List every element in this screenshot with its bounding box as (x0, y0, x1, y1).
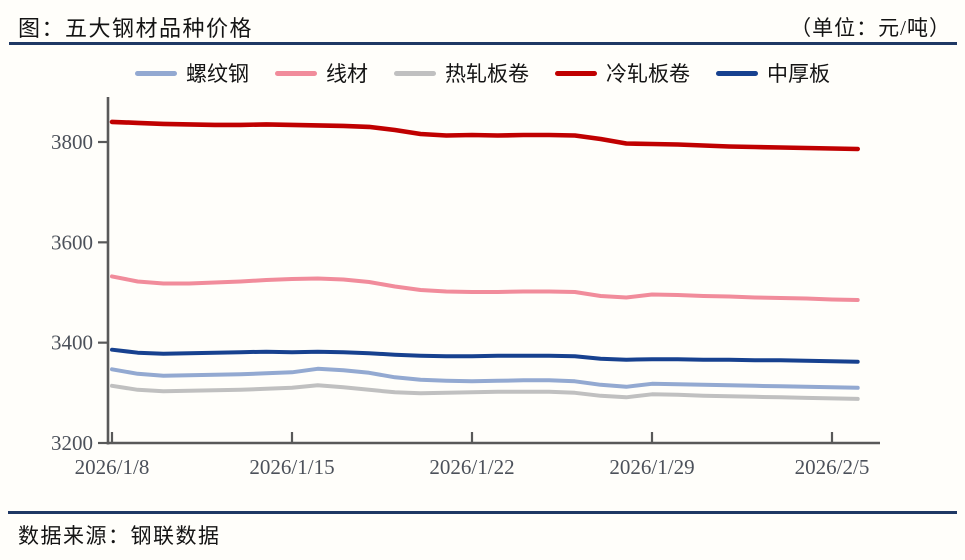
legend-swatch (275, 70, 317, 76)
legend-item-4: 中厚板 (716, 58, 830, 88)
legend-label: 热轧板卷 (445, 62, 529, 86)
legend-swatch (716, 70, 758, 76)
x-tick-label: 2026/1/29 (609, 455, 694, 479)
unit-label: （单位：元/吨） (790, 16, 951, 40)
y-tick-label: 3800 (51, 130, 93, 154)
series-line-4 (110, 347, 860, 364)
legend-swatch (135, 70, 177, 76)
legend-label: 中厚板 (767, 62, 830, 86)
legend-item-1: 线材 (275, 58, 368, 88)
x-tick-label: 2026/1/8 (75, 455, 150, 479)
x-tick-label: 2026/1/15 (249, 455, 334, 479)
legend-swatch (555, 70, 597, 76)
legend-item-2: 热轧板卷 (394, 58, 529, 88)
y-tick-label: 3600 (51, 230, 93, 254)
header-divider (9, 42, 957, 45)
y-tick-label: 3400 (51, 331, 93, 355)
series-line-2 (110, 383, 860, 401)
page-title: 图：五大钢材品种价格 (18, 16, 254, 41)
legend-label: 螺纹钢 (186, 62, 249, 86)
series-line-3 (109, 119, 861, 152)
chart-legend: 螺纹钢 线材 热轧板卷 冷轧板卷 中厚板 (0, 58, 965, 88)
data-source: 数据来源：钢联数据 (18, 524, 221, 548)
footer-divider (8, 511, 957, 514)
y-tick-label: 3200 (51, 431, 93, 455)
x-tick-label: 2026/1/22 (429, 455, 514, 479)
legend-item-0: 螺纹钢 (135, 58, 249, 88)
series-line-1 (110, 274, 860, 302)
x-tick-label: 2026/2/5 (795, 455, 870, 479)
legend-label: 线材 (326, 62, 368, 86)
legend-item-3: 冷轧板卷 (555, 58, 690, 88)
legend-label: 冷轧板卷 (606, 62, 690, 86)
legend-swatch (394, 70, 436, 76)
series-line-0 (110, 366, 860, 390)
